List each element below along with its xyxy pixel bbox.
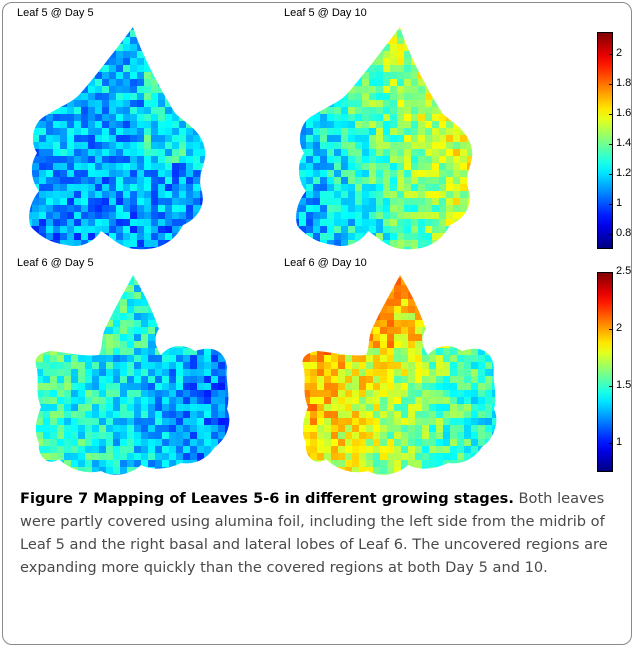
colorbar-tick-label: 1.6 xyxy=(616,107,632,120)
colorbar-tick-mark xyxy=(609,386,613,388)
heatmap-cells xyxy=(302,275,497,475)
colorbar-tick-label: 2.5 xyxy=(616,265,632,277)
colorbar-tick-label: 1.4 xyxy=(616,137,632,150)
colorbar-tick-mark xyxy=(609,54,613,56)
colorbar-tick-mark xyxy=(609,443,613,445)
leaf6-day10-heatmap xyxy=(302,275,497,475)
caption-title-period: . xyxy=(508,490,514,507)
colorbar-tick-label: 1 xyxy=(616,197,623,210)
caption-body: Both leaves were partly covered using al… xyxy=(20,490,608,576)
colorbar-top xyxy=(597,32,613,249)
colorbar-tick-label: 1 xyxy=(616,436,623,449)
colorbar-tick-mark xyxy=(609,204,613,206)
heatmap-cells xyxy=(35,275,230,475)
colorbar-tick-mark xyxy=(609,329,613,331)
colorbar-tick-label: 2 xyxy=(616,47,623,60)
colorbar-tick-mark xyxy=(609,114,613,116)
colorbar-tick-label: 0.8 xyxy=(616,227,632,240)
panel-title-leaf5-day10: Leaf 5 @ Day 10 xyxy=(284,7,367,19)
caption-title: Figure 7 Mapping of Leaves 5-6 in differ… xyxy=(20,490,509,507)
colorbar-tick-mark xyxy=(609,174,613,176)
panel-title-leaf6-day10: Leaf 6 @ Day 10 xyxy=(284,257,367,269)
leaf6-day5-heatmap xyxy=(35,275,230,475)
colorbar-tick-mark xyxy=(609,144,613,146)
colorbar-tick-label: 1.2 xyxy=(616,167,632,180)
figure-caption: Figure 7 Mapping of Leaves 5-6 in differ… xyxy=(20,487,620,579)
leaf5-day5-heatmap xyxy=(29,27,206,250)
colorbar-bottom xyxy=(597,272,613,472)
panel-title-leaf5-day5: Leaf 5 @ Day 5 xyxy=(17,7,94,19)
colorbar-tick-label: 1.5 xyxy=(616,379,632,392)
leaf5-day10-heatmap xyxy=(296,27,473,250)
heatmap-cells xyxy=(29,27,206,250)
colorbar-tick-label: 2 xyxy=(616,322,623,335)
colorbar-tick-mark xyxy=(609,234,613,236)
colorbar-tick-label: 1.8 xyxy=(616,77,632,90)
colorbar-tick-mark xyxy=(609,84,613,86)
colorbar-tick-mark xyxy=(609,272,613,273)
heatmap-cells xyxy=(296,27,473,250)
panel-title-leaf6-day5: Leaf 6 @ Day 5 xyxy=(17,257,94,269)
